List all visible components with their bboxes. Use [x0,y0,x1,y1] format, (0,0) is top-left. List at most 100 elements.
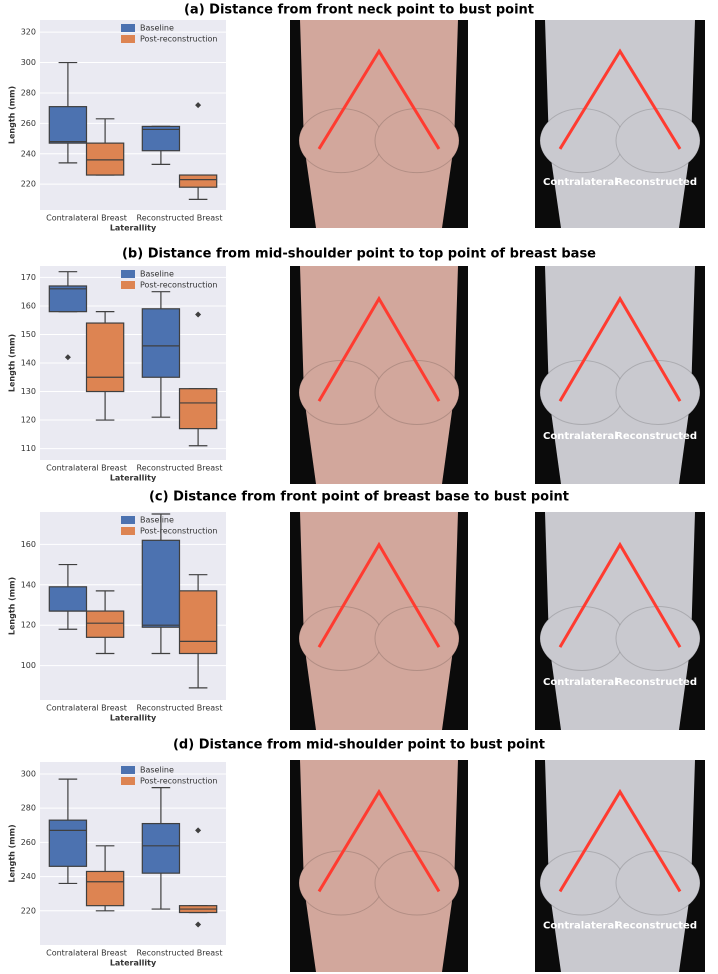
box [48,106,88,144]
breast [298,359,384,425]
y-tick-label: 240 [21,149,36,158]
breast [539,850,625,916]
breast [374,850,460,916]
measurement-line [317,541,441,648]
measurement-line [558,295,682,402]
y-tick-label: 150 [21,330,36,339]
box [48,586,88,612]
y-tick-label: 280 [21,88,36,97]
legend-swatch [121,24,135,32]
outlier [195,921,202,928]
photo-label: Contralateral [543,177,618,188]
x-axis-label: Laterallity [110,474,157,483]
outlier [195,102,202,109]
panel-title: (d) Distance from mid-shoulder point to … [173,738,545,753]
outlier [195,311,202,318]
measurement-line [317,295,441,402]
measurement-line [558,541,682,648]
y-tick-label: 260 [21,838,36,847]
y-tick-label: 260 [21,119,36,128]
y-tick-label: 110 [21,444,36,453]
y-tick-label: 240 [21,872,36,881]
y-tick-label: 220 [21,180,36,189]
legend-label: Post-reconstruction [140,777,217,786]
legend-swatch [121,766,135,774]
torso [545,20,695,228]
measurement-line [558,48,682,150]
box [85,870,125,907]
box [141,308,181,378]
y-tick-label: 140 [21,359,36,368]
legend-label: Post-reconstruction [140,281,217,290]
y-axis-label: Length (mm) [8,824,17,882]
box [85,142,125,176]
y-axis-label: Length (mm) [8,577,17,635]
box [48,285,88,313]
box [178,174,218,188]
x-tick-label: Contralateral Breast [46,704,127,713]
box [178,590,218,655]
x-tick-label: Contralateral Breast [46,214,127,223]
x-axis-label: Laterallity [110,714,157,723]
legend-swatch [121,281,135,289]
x-tick-label: Contralateral Breast [46,464,127,473]
photo-label: Reconstructed [615,920,697,931]
x-tick-label: Reconstructed Breast [137,949,223,958]
measurement-line [317,48,441,150]
box [141,539,181,628]
legend-swatch [121,35,135,43]
photo-label: Contralateral [543,431,618,442]
y-axis-label: Length (mm) [8,86,17,144]
x-axis-label: Laterallity [110,959,157,968]
y-tick-label: 220 [21,906,36,915]
torso [300,512,458,730]
breast [298,605,384,671]
photo-label: Reconstructed [615,677,697,688]
legend-label: Baseline [140,270,174,279]
torso [545,266,695,484]
photo-label: Contralateral [543,920,618,931]
outlier [64,354,71,361]
box [85,610,125,638]
breast [615,359,701,425]
box [178,388,218,430]
breast [298,108,384,174]
y-tick-label: 100 [21,661,36,670]
legend-swatch [121,270,135,278]
legend-swatch [121,516,135,524]
box [85,322,125,393]
measurement-line [317,788,441,893]
breast [374,605,460,671]
y-tick-label: 130 [21,387,36,396]
outlier [195,827,202,834]
y-tick-label: 120 [21,416,36,425]
photo-label: Reconstructed [615,431,697,442]
y-tick-label: 120 [21,621,36,630]
y-tick-label: 170 [21,273,36,282]
breast [615,850,701,916]
panel-title: (c) Distance from front point of breast … [149,490,569,505]
breast [374,359,460,425]
x-tick-label: Reconstructed Breast [137,214,223,223]
legend-label: Baseline [140,516,174,525]
photo-label: Contralateral [543,677,618,688]
y-axis-label: Length (mm) [8,334,17,392]
y-tick-label: 300 [21,58,36,67]
panel-title: (a) Distance from front neck point to bu… [184,3,534,18]
breast [615,108,701,174]
y-tick-label: 140 [21,580,36,589]
legend-label: Post-reconstruction [140,35,217,44]
breast [298,850,384,916]
measurement-line [558,788,682,893]
y-tick-label: 160 [21,540,36,549]
breast [539,108,625,174]
torso [545,512,695,730]
breast [374,108,460,174]
breast [539,605,625,671]
x-axis-label: Laterallity [110,224,157,233]
x-tick-label: Contralateral Breast [46,949,127,958]
x-tick-label: Reconstructed Breast [137,704,223,713]
box [141,822,181,874]
legend-label: Post-reconstruction [140,527,217,536]
